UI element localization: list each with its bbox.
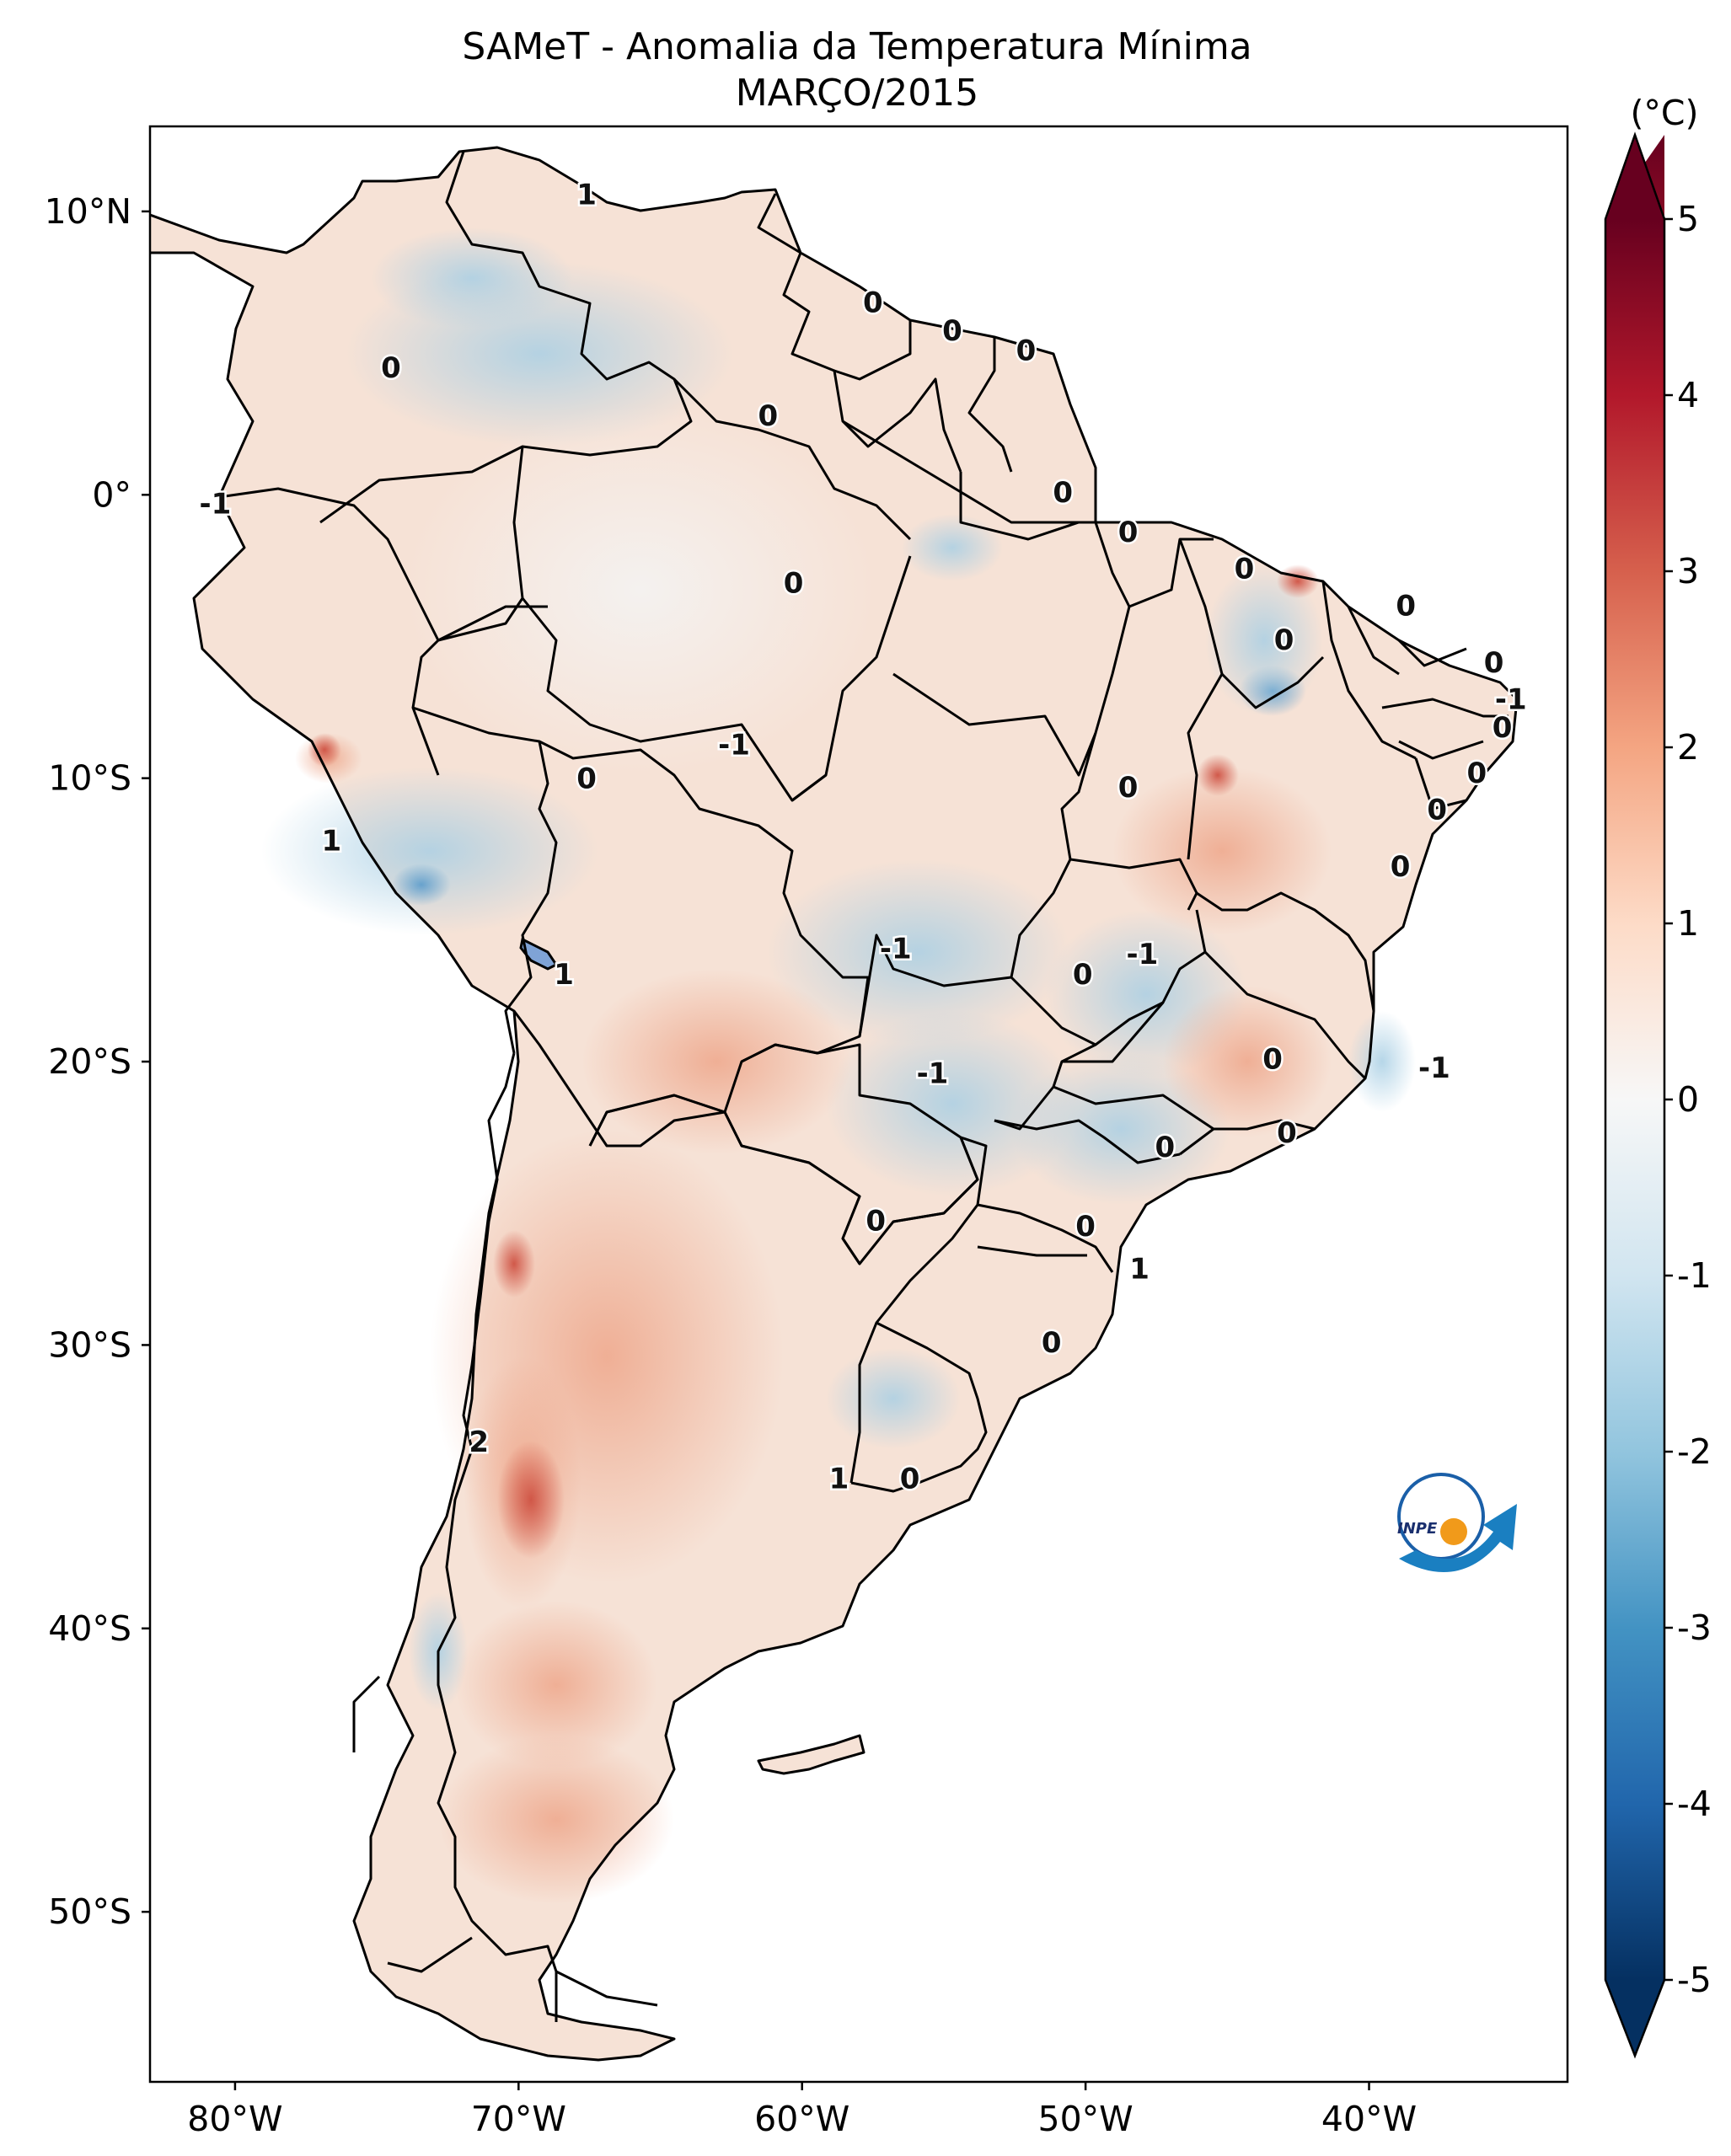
lat-tick-label: 10°N: [45, 191, 131, 232]
lat-tick-label: 50°S: [48, 1891, 131, 1932]
contour-label: -1: [917, 1057, 949, 1090]
lon-tick-label: 40°W: [1321, 2099, 1417, 2139]
country-borders: [150, 146, 1519, 2062]
contour-label: 0: [1073, 958, 1093, 992]
colorbar-tick-label: 5: [1677, 199, 1699, 239]
colorbar-unit: (°C): [1630, 93, 1698, 133]
colorbar-tick-label: -4: [1677, 1784, 1712, 1824]
lat-tick-label: 0°: [92, 474, 131, 515]
colorbar-tick-label: -5: [1677, 1960, 1712, 2000]
contour-label: 0: [866, 1204, 886, 1238]
colorbar-max-extension: [1605, 135, 1664, 219]
contour-label: 0: [900, 1463, 920, 1496]
contour-label: 0: [1277, 1116, 1297, 1150]
logo-sun: [1440, 1518, 1467, 1545]
contour-label: -1: [718, 728, 750, 762]
longitude-axis: 80°W 70°W 60°W 50°W 40°W: [187, 2082, 1417, 2139]
contour-label: 1: [1129, 1253, 1150, 1287]
lon-tick-label: 70°W: [471, 2099, 566, 2139]
contour-label: 0: [1427, 794, 1447, 827]
colorbar: (°C) 5 4 3 2 1 0 -1 -2 -3 -4 -5: [1604, 93, 1712, 2059]
contour-label: -1: [880, 932, 912, 966]
latitude-axis: 10°N 0° 10°S 20°S 30°S 40°S 50°S: [45, 191, 150, 1932]
contour-label: 0: [1042, 1326, 1062, 1360]
colorbar-tick-label: 1: [1677, 903, 1699, 944]
contour-label: 0: [1262, 1043, 1283, 1077]
colorbar-tick-label: 4: [1677, 375, 1699, 415]
contour-label: 0: [1396, 589, 1416, 623]
contour-label: 1: [576, 179, 597, 212]
colorbar-tick-label: 0: [1677, 1079, 1699, 1120]
colorbar-tick-label: 2: [1677, 727, 1699, 768]
map-title: SAMeT - Anomalia da Temperatura Mínima: [462, 25, 1251, 68]
lake-titicaca: [519, 937, 559, 971]
lat-tick-label: 20°S: [48, 1041, 131, 1082]
contour-label: 0: [1493, 711, 1513, 745]
contour-label: -1: [199, 487, 231, 521]
contour-label: 0: [1053, 476, 1073, 510]
contour-label: 0: [1235, 553, 1255, 586]
lat-tick-label: 10°S: [48, 758, 131, 799]
contour-label: 0: [1075, 1210, 1096, 1244]
contour-label: 1: [554, 958, 574, 992]
inpe-logo: INPE: [1397, 1473, 1517, 1572]
lat-tick-label: 40°S: [48, 1608, 131, 1649]
contour-label: 0: [1118, 771, 1139, 805]
contour-label: -1: [1495, 682, 1527, 716]
contour-label: 1: [321, 825, 341, 859]
contour-label: -1: [1418, 1051, 1450, 1085]
contour-label: 0: [381, 351, 401, 385]
lat-tick-label: 30°S: [48, 1324, 131, 1365]
logo-text: INPE: [1397, 1520, 1438, 1538]
contour-label: 2: [469, 1426, 489, 1459]
colorbar-gradient: [1605, 219, 1664, 1980]
contour-label: 0: [863, 286, 883, 320]
colorbar-tick-label: -1: [1677, 1255, 1712, 1296]
contour-label: 0: [1274, 623, 1294, 657]
contour-label: 0: [1016, 334, 1037, 368]
map-subtitle: MARÇO/2015: [736, 72, 979, 115]
map-frame: [148, 125, 1569, 2084]
colorbar-min-extension: [1605, 1980, 1664, 2056]
contour-label: 0: [1467, 757, 1487, 790]
lon-tick-label: 60°W: [754, 2099, 849, 2139]
colorbar-tick-label: -3: [1677, 1608, 1712, 1648]
contour-label: 0: [784, 567, 804, 601]
contour-label: 0: [1391, 850, 1411, 884]
contour-label: 0: [942, 314, 962, 348]
contour-label: 0: [576, 762, 597, 796]
colorbar-tick-label: -2: [1677, 1431, 1712, 1472]
logo-swoosh: [1399, 1504, 1517, 1572]
colorbar-ticks: 5 4 3 2 1 0 -1 -2 -3 -4 -5: [1664, 199, 1712, 2000]
contour-label: 0: [1484, 646, 1504, 680]
lon-tick-label: 50°W: [1038, 2099, 1133, 2139]
colorbar-tick-label: 3: [1677, 551, 1699, 591]
contour-label: 0: [1155, 1131, 1175, 1164]
contour-label: 0: [1118, 516, 1139, 549]
contour-label: 1: [829, 1463, 849, 1496]
contour-label: -1: [1127, 938, 1159, 971]
island-fill: [758, 1736, 864, 1773]
lon-tick-label: 80°W: [187, 2099, 282, 2139]
contour-label: 0: [758, 399, 779, 433]
